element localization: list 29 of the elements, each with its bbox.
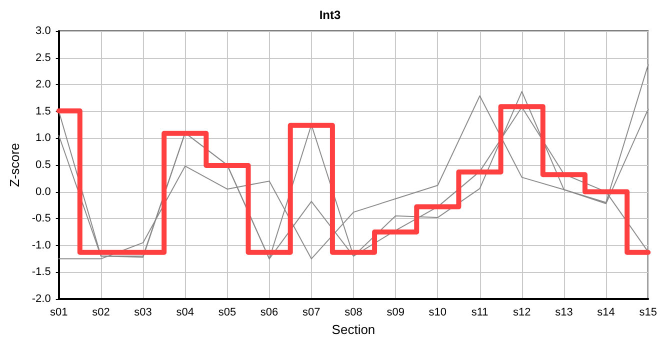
x-tick-label: s01 xyxy=(50,306,68,318)
x-tick-label: s14 xyxy=(597,306,615,318)
chart-title: Int3 xyxy=(319,8,341,22)
x-tick-label: s10 xyxy=(428,306,447,318)
y-tick-label: 3.0 xyxy=(36,25,51,37)
x-tick-label: s07 xyxy=(302,306,320,318)
y-tick-label: 2.5 xyxy=(36,52,51,64)
y-tick-label: -1.0 xyxy=(32,239,51,252)
x-tick-label: s02 xyxy=(92,306,110,318)
x-axis-title: Section xyxy=(332,322,376,337)
y-tick-label: 1.0 xyxy=(36,132,51,144)
y-tick-label: -1.5 xyxy=(32,266,51,278)
x-tick-label: s11 xyxy=(471,306,488,318)
y-tick-label: -2.0 xyxy=(32,293,51,305)
y-tick-label: -0.5 xyxy=(32,212,51,225)
x-tick-label: s12 xyxy=(512,306,531,318)
x-tick-label: s08 xyxy=(344,306,362,318)
y-tick-label: 1.5 xyxy=(36,105,51,118)
y-tick-label: 0.0 xyxy=(36,186,51,198)
y-tick-label: 2.0 xyxy=(36,78,51,91)
x-tick-label: s03 xyxy=(134,306,152,318)
x-tick-label: s09 xyxy=(386,306,404,318)
x-tick-label: s05 xyxy=(218,306,236,318)
y-axis-title: Z-score xyxy=(7,142,22,188)
x-tick-label: s06 xyxy=(260,306,278,318)
x-tick-label: s13 xyxy=(555,306,573,318)
y-tick-label: 0.5 xyxy=(36,159,51,171)
x-tick-label: s04 xyxy=(176,306,194,318)
x-tick-label: s15 xyxy=(639,306,658,318)
